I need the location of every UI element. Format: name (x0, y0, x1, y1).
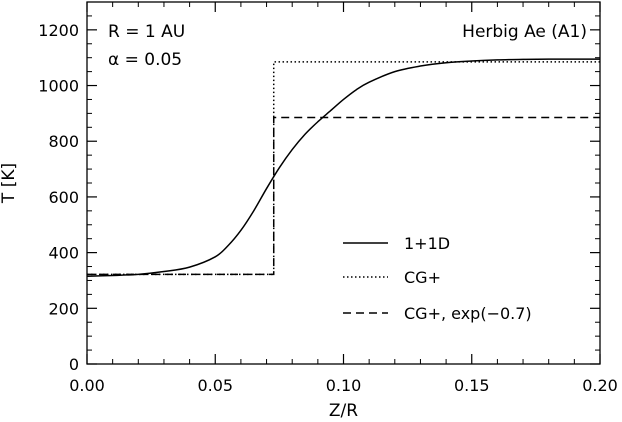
legend: 1+1D CG+ CG+, exp(−0.7) (343, 234, 532, 323)
annotation-radius: R = 1 AU (108, 22, 185, 42)
y-tick-label: 0 (69, 355, 79, 374)
annotation-alpha: α = 0.05 (108, 50, 182, 70)
y-tick-label: 800 (48, 132, 79, 151)
series-line-3 (87, 116, 600, 276)
x-tick-label: 0.20 (582, 376, 618, 395)
y-tick-label: 1200 (38, 21, 79, 40)
series-layer (86, 58, 601, 278)
series-line-1 (86, 58, 601, 278)
y-tick-labels: 0 200 400 600 800 1000 1200 (38, 21, 79, 374)
annotation-model: Herbig Ae (A1) (462, 22, 587, 42)
x-tick-label: 0.10 (326, 376, 362, 395)
axis-ticks (86, 2, 601, 365)
y-tick-label: 600 (48, 188, 79, 207)
y-axis-label: T [K] (0, 163, 19, 204)
x-tick-labels: 0.00 0.05 0.10 0.15 0.20 (69, 376, 618, 395)
x-tick-label: 0.05 (197, 376, 233, 395)
x-axis-label: Z/R (329, 401, 358, 421)
legend-label-2: CG+ (404, 268, 441, 287)
y-tick-label: 200 (48, 299, 79, 318)
y-tick-label: 1000 (38, 77, 79, 96)
legend-label-3: CG+, exp(−0.7) (404, 304, 532, 323)
x-tick-label: 0.00 (69, 376, 105, 395)
legend-label-1: 1+1D (404, 234, 450, 253)
y-tick-label: 400 (48, 244, 79, 263)
x-tick-label: 0.15 (454, 376, 490, 395)
